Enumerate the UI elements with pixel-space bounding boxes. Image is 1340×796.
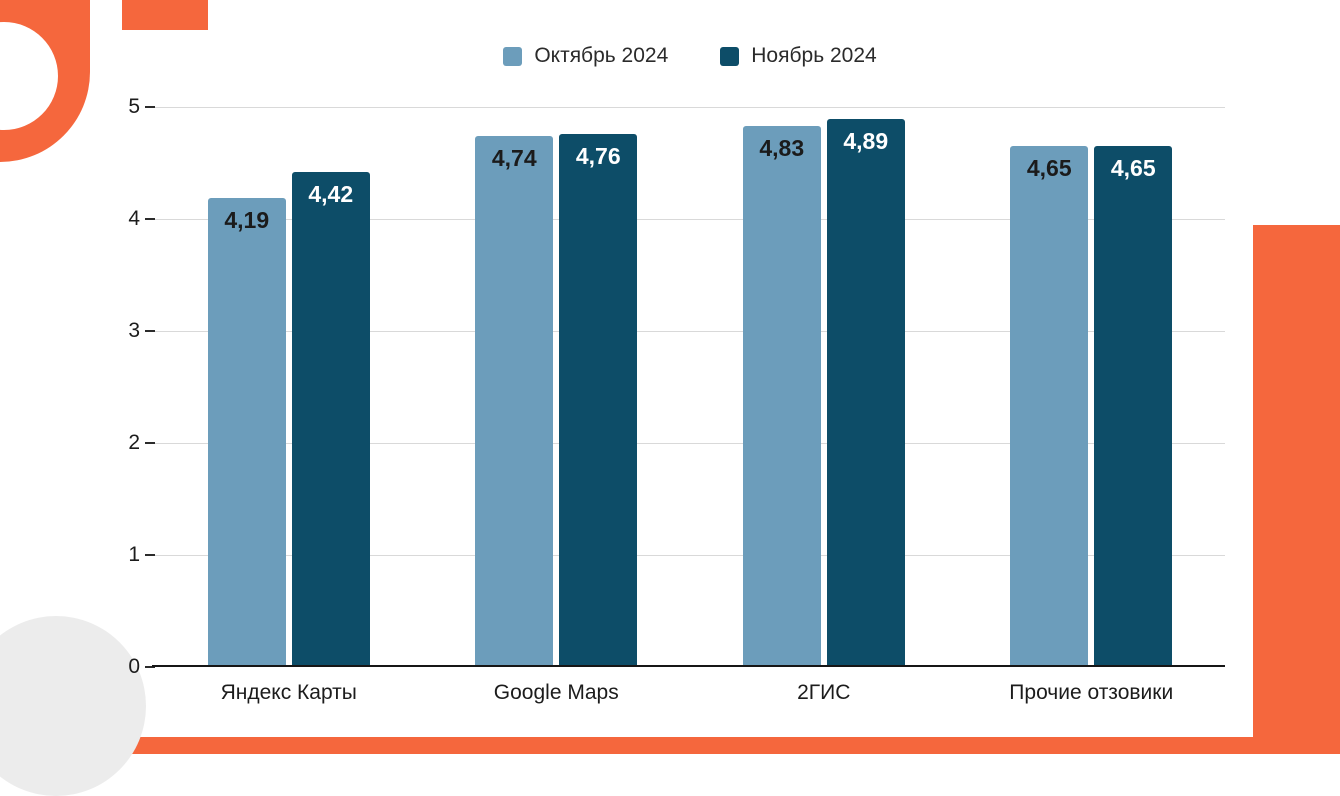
bar: 4,74	[475, 136, 554, 667]
x-axis-line	[152, 665, 1225, 667]
gridline	[155, 555, 1225, 556]
legend-swatch	[720, 46, 740, 66]
category-label: Google Maps	[493, 681, 619, 704]
decor-crescent-cutout	[0, 22, 58, 130]
legend-item: Ноябрь 2024	[720, 44, 877, 68]
legend-label: Ноябрь 2024	[751, 44, 877, 67]
axis-tick	[145, 330, 155, 332]
bar: 4,89	[826, 119, 905, 667]
y-axis-labels: 0 1 2 3 4 5	[90, 95, 140, 678]
y-tick-label: 3	[128, 319, 140, 342]
bar: 4,65	[1094, 146, 1173, 667]
category-label: Прочие отзовики	[1009, 681, 1174, 704]
category-label: Яндекс Карты	[220, 681, 357, 704]
gridline	[155, 443, 1225, 444]
gridline	[155, 219, 1225, 220]
bar-value-label: 4,83	[759, 135, 805, 162]
y-tick-label: 5	[128, 95, 140, 118]
gridline	[155, 107, 1225, 108]
bar-group: 4,19 4,42	[155, 107, 423, 667]
bar: 4,42	[291, 171, 370, 667]
bar: 4,83	[742, 126, 821, 667]
axis-tick	[145, 218, 155, 220]
legend-label: Октябрь 2024	[534, 44, 669, 67]
category-label: 2ГИС	[797, 681, 851, 704]
bar: 4,76	[559, 133, 638, 667]
gridline	[155, 331, 1225, 332]
bar-value-label: 4,65	[1110, 155, 1156, 182]
decor-bottom-orange-bar	[112, 737, 1340, 754]
bar-value-label: 4,42	[308, 180, 354, 207]
decor-top-left-square	[122, 0, 208, 30]
bar-group: 4,65 4,65	[958, 107, 1226, 667]
bar-group: 4,74 4,76	[423, 107, 691, 667]
y-tick-label: 2	[128, 431, 140, 454]
bar-value-label: 4,19	[224, 206, 270, 233]
axis-tick	[145, 554, 155, 556]
bar-group: 4,83 4,89	[690, 107, 958, 667]
y-tick-label: 4	[128, 207, 140, 230]
legend-item: Октябрь 2024	[503, 44, 668, 68]
chart-legend: Октябрь 2024 Ноябрь 2024	[155, 44, 1225, 68]
bar: 4,19	[207, 197, 286, 667]
bar: 4,65	[1010, 146, 1089, 667]
bar-value-label: 4,89	[843, 128, 889, 155]
category-labels: Яндекс Карты Google Maps 2ГИС Прочие отзови…	[155, 681, 1225, 705]
plot-area: 4,19 4,42 4,74 4,76 4,83 4,89 4,65 4,65	[145, 106, 1225, 668]
y-tick-label: 0	[128, 655, 140, 678]
axis-tick	[145, 106, 155, 108]
legend-swatch	[503, 46, 523, 66]
bar-value-label: 4,74	[491, 145, 537, 172]
decor-right-orange-bar	[1253, 225, 1340, 754]
y-tick-label: 1	[128, 543, 140, 566]
decor-left-crescent	[0, 0, 90, 162]
axis-tick	[145, 666, 155, 668]
bars-container: 4,19 4,42 4,74 4,76 4,83 4,89 4,65 4,65	[155, 107, 1225, 667]
bar-value-label: 4,76	[575, 142, 621, 169]
bar-value-label: 4,65	[1026, 155, 1072, 182]
axis-tick	[145, 442, 155, 444]
